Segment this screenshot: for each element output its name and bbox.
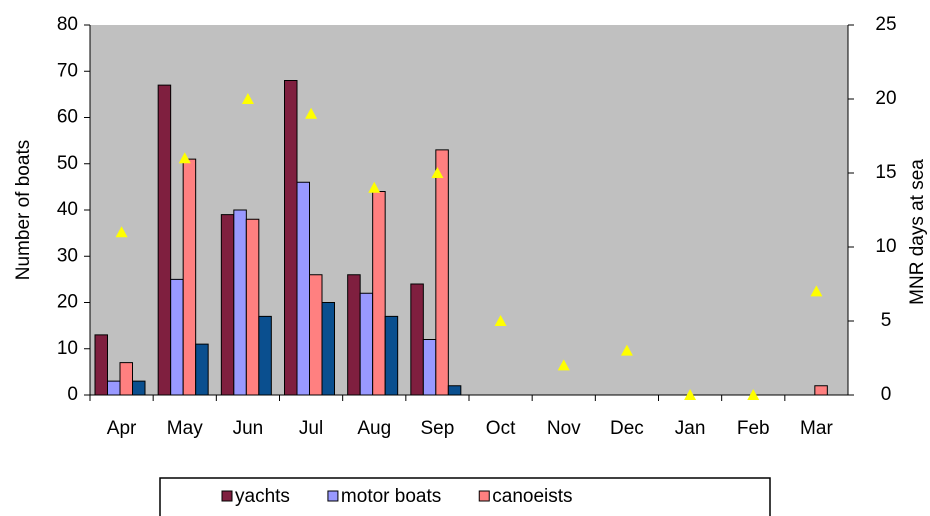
bar — [170, 278, 184, 396]
x-tick-label: Nov — [547, 418, 581, 439]
x-tick-label: Sep — [421, 418, 455, 439]
x-tick-label: Mar — [800, 418, 833, 439]
x-tick-label: Feb — [737, 418, 770, 439]
y-tick-label: 20 — [57, 292, 78, 313]
triangle-marker — [557, 359, 570, 371]
bar — [321, 302, 335, 396]
bar — [347, 274, 361, 396]
bar — [132, 380, 146, 396]
legend — [159, 477, 771, 516]
x-tick-label: May — [167, 418, 203, 439]
triangle-marker — [368, 181, 381, 193]
legend-label: yachts — [235, 486, 290, 507]
bar — [220, 214, 235, 396]
bar — [284, 80, 298, 396]
y2-tick-label: 25 — [875, 14, 896, 35]
bar — [372, 191, 386, 396]
bar — [94, 334, 108, 396]
y2-tick-label: 20 — [875, 88, 896, 109]
bar — [258, 315, 272, 396]
legend-label: motor boats — [341, 486, 441, 507]
triangle-marker — [810, 285, 823, 297]
y-tick-label: 40 — [57, 199, 78, 220]
y-tick-label: 30 — [57, 245, 78, 266]
bar — [410, 283, 424, 396]
triangle-marker — [178, 152, 191, 164]
y-tick-label: 80 — [57, 14, 78, 35]
y2-tick-label: 15 — [875, 162, 896, 183]
x-tick-label: Jun — [233, 418, 264, 439]
y2-tick-label: 5 — [881, 310, 892, 331]
bar — [233, 209, 247, 396]
triangle-marker — [305, 107, 318, 119]
y-tick-label: 0 — [67, 384, 78, 405]
x-tick-label: Dec — [610, 418, 644, 439]
y-tick-label: 10 — [57, 338, 78, 359]
triangle-marker — [241, 93, 254, 104]
triangle-marker — [747, 389, 760, 400]
triangle-marker — [494, 315, 507, 326]
legend-label: canoeists — [492, 486, 572, 507]
y-axis-label: Number of boats — [13, 140, 34, 280]
x-tick-label: Apr — [107, 418, 137, 439]
legend-swatch — [478, 490, 490, 502]
bar — [359, 292, 374, 396]
bar — [119, 362, 133, 396]
legend-swatch — [221, 490, 233, 502]
y-tick-label: 60 — [57, 107, 78, 128]
y-tick-label: 50 — [57, 153, 78, 174]
triangle-marker — [620, 344, 633, 356]
bar — [447, 385, 462, 396]
triangle-marker — [115, 226, 128, 238]
x-tick-label: Jul — [299, 418, 323, 439]
x-tick-label: Jan — [675, 418, 706, 439]
bar — [245, 218, 260, 396]
y2-tick-label: 10 — [875, 236, 896, 257]
bar — [157, 84, 172, 396]
x-tick-label: Aug — [357, 418, 391, 439]
bar — [435, 149, 449, 396]
x-tick-label: Oct — [486, 418, 516, 439]
y-tick-label: 70 — [57, 60, 78, 81]
bar — [107, 380, 121, 396]
bar — [814, 385, 828, 396]
bar — [422, 339, 437, 396]
y2-axis-label: MNR days at sea — [907, 159, 928, 305]
bar — [182, 158, 197, 396]
bar — [309, 274, 323, 396]
bar — [296, 181, 310, 396]
bar — [384, 315, 399, 396]
triangle-marker — [684, 389, 697, 400]
y2-tick-label: 0 — [881, 384, 892, 405]
triangle-marker — [431, 167, 444, 178]
legend-swatch — [327, 490, 339, 502]
bar — [195, 343, 209, 396]
plot-area — [90, 25, 848, 395]
